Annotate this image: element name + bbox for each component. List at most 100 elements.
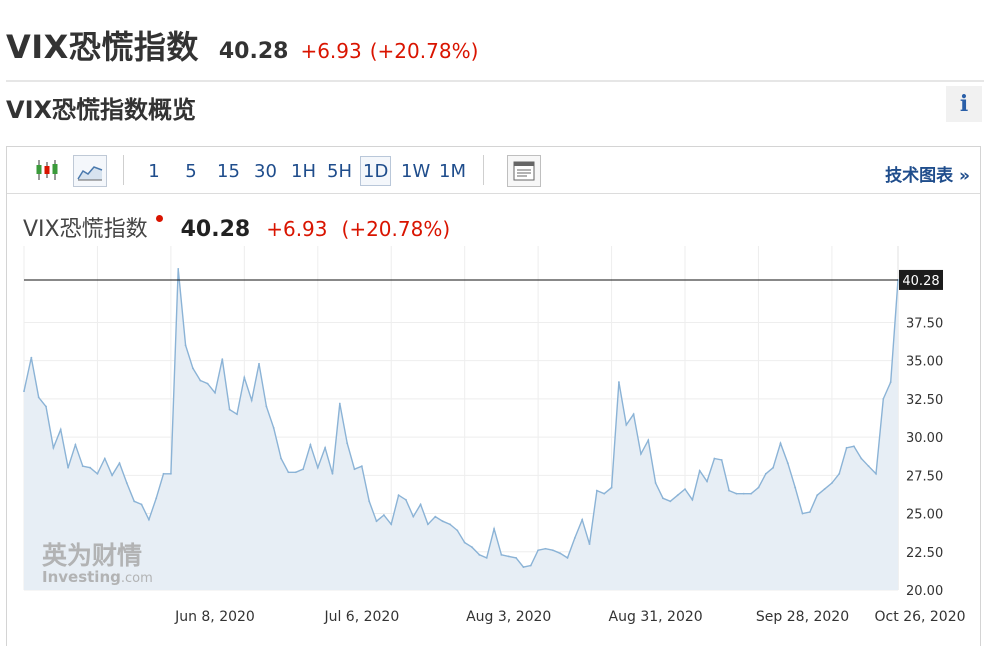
data-point	[250, 399, 253, 402]
chart-price-change-percent: (+20.78%)	[341, 217, 451, 241]
data-point	[331, 472, 334, 475]
data-point	[691, 498, 694, 501]
data-point	[118, 462, 121, 465]
data-point	[471, 546, 473, 549]
data-point	[728, 489, 730, 492]
data-point	[419, 503, 422, 506]
data-point	[96, 472, 99, 475]
svg-text:Investing.com: Investing.com	[42, 568, 153, 586]
data-point	[302, 468, 304, 471]
data-point	[794, 486, 797, 489]
data-point	[272, 427, 275, 429]
data-point	[544, 547, 547, 550]
interval-1w[interactable]: 1W	[401, 160, 431, 182]
interval-5[interactable]: 5	[185, 160, 197, 182]
chart-panel: 1 5 15 30 1H 5H 1D 1W 1M 技术图表 » VIX恐慌指数 …	[6, 146, 981, 646]
data-point	[801, 512, 804, 515]
data-point	[390, 523, 393, 526]
technical-chart-link[interactable]: 技术图表 »	[885, 166, 970, 186]
data-point	[449, 523, 451, 526]
interval-1d[interactable]: 1D	[360, 156, 392, 186]
last-price-label: 40.28	[902, 274, 939, 289]
data-point	[669, 500, 672, 503]
data-point	[610, 486, 613, 489]
data-point	[823, 488, 826, 490]
data-point	[316, 466, 319, 469]
data-point	[155, 497, 158, 500]
data-point	[808, 511, 811, 513]
info-button[interactable]: i	[946, 86, 982, 122]
y-tick-label: 35.00	[906, 355, 943, 370]
data-point	[162, 472, 165, 475]
data-point	[280, 457, 282, 460]
x-tick-label: Oct 26, 2020	[875, 609, 966, 625]
data-point	[111, 474, 114, 477]
data-point	[779, 442, 782, 445]
data-point	[397, 494, 400, 497]
interval-1m[interactable]: 1M	[439, 160, 466, 182]
chart-instrument-name: VIX恐慌指数	[23, 217, 148, 242]
chart-last-price: 40.28	[180, 217, 251, 242]
interval-15[interactable]: 15	[217, 160, 240, 182]
data-point	[515, 556, 517, 559]
data-point	[258, 362, 260, 365]
data-point	[375, 520, 378, 523]
price-change-percent: (+20.78%)	[369, 39, 479, 63]
data-point	[640, 453, 642, 455]
data-point	[764, 472, 767, 475]
data-point	[427, 523, 429, 526]
data-point	[338, 402, 341, 405]
data-point	[551, 549, 554, 552]
data-point	[324, 446, 327, 449]
data-point	[750, 492, 753, 495]
data-point	[595, 489, 598, 492]
last-price-badge	[899, 269, 943, 290]
toolbar-divider	[123, 155, 124, 185]
y-tick-label: 25.00	[906, 508, 943, 523]
data-point	[537, 549, 540, 552]
data-point	[559, 552, 562, 555]
data-point	[133, 500, 136, 503]
price-change: +6.93	[300, 39, 362, 63]
data-point	[867, 465, 870, 468]
data-point	[478, 553, 481, 556]
data-point	[236, 413, 238, 416]
data-point	[684, 488, 686, 490]
chart-series	[23, 268, 899, 590]
y-tick-label: 30.00	[906, 431, 943, 446]
data-point	[698, 469, 701, 472]
data-point	[529, 564, 532, 567]
interval-30[interactable]: 30	[254, 160, 277, 182]
data-point	[353, 468, 356, 471]
data-point	[382, 514, 385, 516]
data-point	[287, 471, 290, 474]
data-point	[360, 465, 363, 468]
data-point	[786, 462, 789, 465]
interval-1h[interactable]: 1H	[291, 160, 316, 182]
data-point	[588, 543, 591, 546]
data-point	[346, 442, 349, 445]
toolbar-divider	[483, 155, 484, 185]
chart-axes: 40.28 20.00 22.50 25.00 27.50 30.00 32.50 35.00…	[24, 269, 966, 625]
area-chart-icon[interactable]	[73, 155, 107, 187]
data-point	[214, 391, 216, 394]
data-point	[845, 446, 848, 449]
data-point	[45, 405, 47, 408]
data-point	[625, 423, 628, 426]
data-point	[662, 497, 664, 500]
data-point	[59, 428, 62, 431]
data-point	[309, 443, 312, 446]
candlestick-icon[interactable]	[31, 155, 63, 185]
data-point	[221, 358, 224, 361]
data-point	[816, 494, 819, 497]
data-point	[37, 396, 40, 399]
data-point	[875, 472, 877, 475]
data-point	[441, 520, 444, 523]
interval-5h[interactable]: 5H	[327, 160, 352, 182]
interval-1[interactable]: 1	[148, 160, 160, 182]
news-layout-icon[interactable]	[507, 155, 541, 187]
data-point	[706, 480, 708, 483]
instrument-name: VIX恐慌指数	[6, 28, 199, 66]
data-point	[125, 482, 128, 484]
